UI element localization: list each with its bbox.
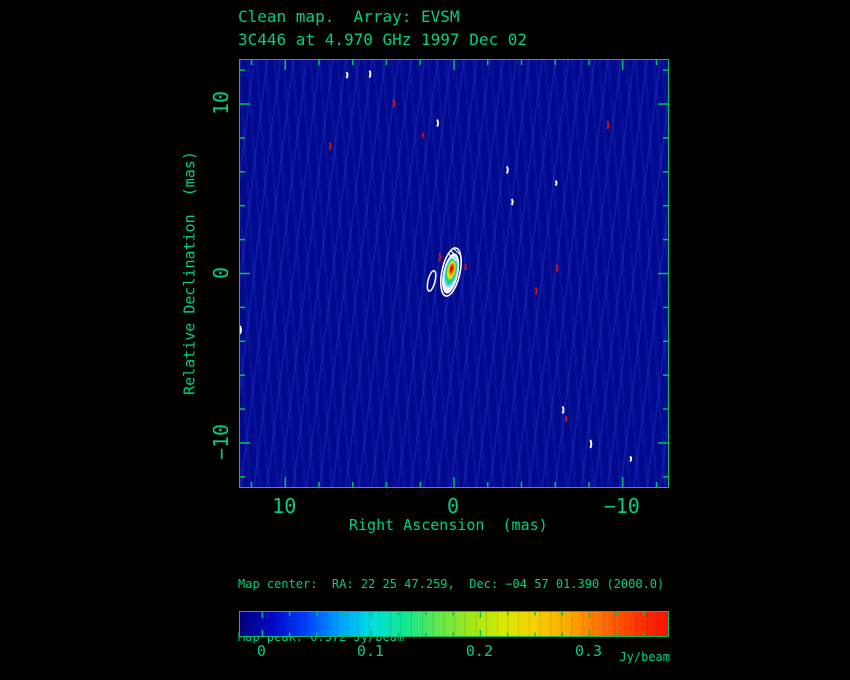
map-subtitle: 3C446 at 4.970 GHz 1997 Dec 02: [238, 30, 527, 49]
positive-contour-mark: [345, 71, 349, 79]
negative-contour-mark: [555, 264, 559, 273]
central-source: [439, 247, 462, 297]
negative-contour-mark: [606, 120, 610, 130]
positive-contour-mark: [505, 166, 509, 174]
map-plot-area: [239, 59, 669, 488]
map-title: Clean map. Array: EVSM: [238, 7, 460, 26]
map-center-line: Map center: RA: 22 25 47.259, Dec: −04 5…: [238, 577, 665, 592]
positive-contour-mark: [436, 119, 440, 127]
colorbar-tick-labels: 0 0.1 0.2 0.3: [239, 642, 669, 660]
negative-contour-mark: [328, 142, 332, 151]
colorbar-wedge: [239, 611, 669, 637]
y-tick-label: 10: [209, 91, 233, 116]
companion-contour: [426, 269, 437, 292]
colorbar-tick-label: 0.3: [574, 642, 603, 660]
positive-contour-mark: [554, 179, 558, 187]
positive-contour-mark: [510, 198, 514, 206]
positive-contour-mark: [589, 439, 593, 449]
colorbar-ticks: [261, 612, 645, 636]
colorbar-tick-label: 0.1: [356, 642, 384, 660]
negative-contour-mark: [438, 252, 442, 262]
negative-contour-mark: [564, 415, 568, 422]
colorbar-tick-label: 0.2: [465, 642, 493, 660]
y-tick-label: −10: [209, 423, 233, 460]
negative-contour-mark: [464, 263, 467, 271]
positive-contour-mark: [561, 405, 565, 414]
negative-contour-mark: [534, 287, 538, 295]
colorbar-unit-label: Jy/beam: [619, 650, 670, 664]
positive-contour-mark: [368, 70, 372, 79]
x-axis-label: Right Ascension (mas): [349, 516, 548, 534]
colorbar-tick-label: 0: [256, 642, 266, 660]
positive-contour-mark: [629, 455, 633, 462]
y-axis-label: Relative Declination (mas): [180, 151, 199, 395]
negative-contour-mark: [421, 132, 424, 138]
positive-contour-mark: [240, 325, 242, 335]
negative-contour-mark: [392, 98, 396, 108]
x-tick-label: 0: [446, 494, 460, 518]
x-tick-label: −10: [603, 494, 640, 518]
y-tick-label: 0: [209, 266, 233, 279]
map-canvas: [240, 60, 668, 487]
x-tick-label: 10: [272, 494, 297, 518]
